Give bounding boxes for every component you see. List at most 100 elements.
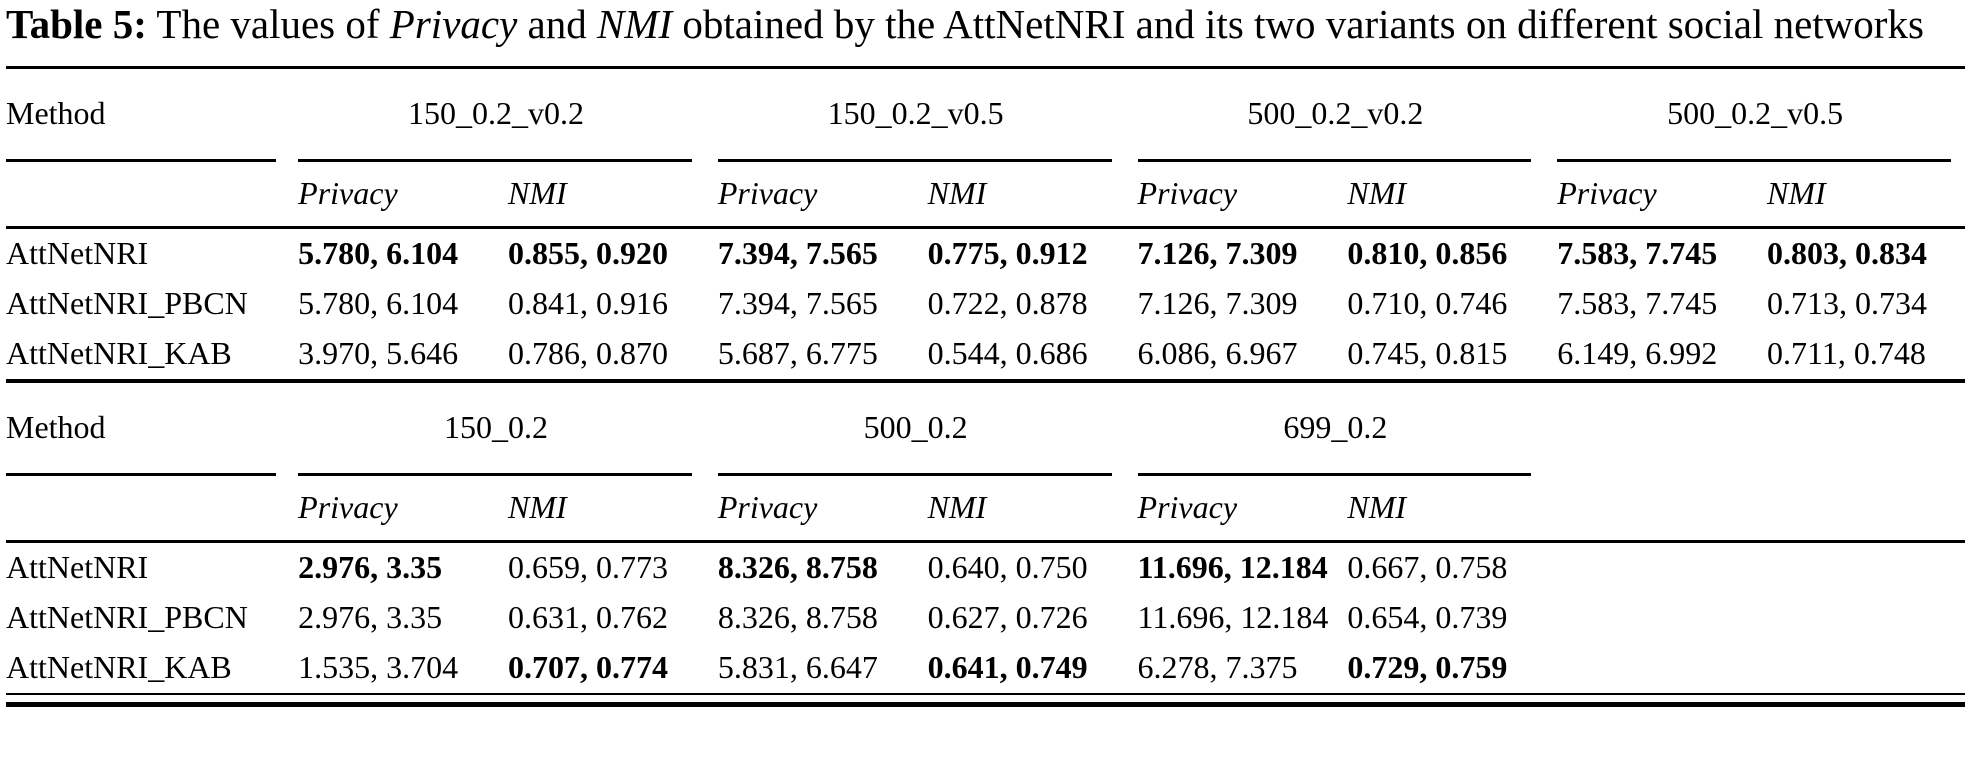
method-rule: [6, 158, 277, 162]
method-column-header: Method: [6, 95, 106, 132]
value-cell: 0.775, 0.912: [927, 235, 1088, 272]
method-rule: [6, 472, 277, 476]
value-cell: 5.687, 6.775: [717, 335, 878, 372]
subheader-privacy: Privacy: [1125, 161, 1336, 229]
subheader-privacy: Privacy: [1545, 161, 1756, 229]
group-header: 500_0.2: [863, 409, 968, 446]
results-table-top: Method 150_0.2_v0.2 150_0.2_v0.5 500_0.2…: [6, 65, 1965, 383]
value-cell: 2.976, 3.35: [298, 549, 443, 586]
group-header-row: Method 150_0.2_v0.2 150_0.2_v0.5 500_0.2…: [6, 67, 1965, 159]
method-cell: AttNetNRI_KAB: [6, 642, 287, 695]
value-cell: 8.326, 8.758: [717, 549, 878, 586]
value-cell: 6.278, 7.375: [1125, 642, 1336, 695]
table-caption: Table 5: The values of Privacy and NMI o…: [6, 1, 1965, 48]
value-cell: 7.394, 7.565: [717, 235, 878, 272]
value-cell: 0.641, 0.749: [915, 642, 1126, 695]
subheader-row: Privacy NMI Privacy NMI Privacy NMI: [6, 475, 1965, 543]
subheader-nmi: NMI: [915, 161, 1126, 229]
group-header: 500_0.2_v0.2: [1247, 95, 1424, 132]
group-header: 150_0.2: [443, 409, 548, 446]
value-cell: 7.583, 7.745: [1557, 235, 1718, 272]
value-cell: 0.803, 0.834: [1767, 235, 1928, 272]
caption-italic-nmi: NMI: [596, 1, 673, 47]
group-header: 500_0.2_v0.5: [1667, 95, 1844, 132]
value-cell: 8.326, 8.758: [717, 599, 878, 636]
subheader-privacy: Privacy: [1125, 475, 1336, 543]
results-table-bottom: Method 150_0.2 500_0.2 699_0.2 Privacy N…: [6, 383, 1965, 695]
group-rule: [298, 158, 692, 162]
group-header: 699_0.2: [1283, 409, 1388, 446]
subheader-row: Privacy NMI Privacy NMI Privacy NMI Priv…: [6, 161, 1965, 229]
group-header-empty: [1545, 383, 1965, 473]
value-cell: 0.667, 0.758: [1347, 549, 1508, 586]
method-cell: AttNetNRI: [6, 549, 149, 586]
value-cell: 1.535, 3.704: [286, 642, 496, 695]
value-cell: 0.729, 0.759: [1335, 642, 1546, 695]
subheader-privacy: Privacy: [286, 475, 496, 543]
group-rule: [1137, 472, 1532, 476]
value-cell: 0.710, 0.746: [1347, 285, 1508, 322]
value-cell: 0.544, 0.686: [927, 335, 1088, 372]
value-cell: 7.583, 7.745: [1557, 285, 1718, 322]
caption-label: Table 5:: [6, 1, 147, 47]
value-cell: 0.627, 0.726: [927, 599, 1088, 636]
value-cell: 5.780, 6.104: [298, 285, 459, 322]
group-header-row: Method 150_0.2 500_0.2 699_0.2: [6, 383, 1965, 473]
partial-rule-row: [6, 158, 1965, 162]
method-cell: AttNetNRI_KAB: [6, 335, 232, 372]
caption-italic-privacy: Privacy: [389, 1, 518, 47]
value-cell: 0.713, 0.734: [1767, 285, 1928, 322]
method-column-header: Method: [6, 409, 106, 446]
value-cell: 7.126, 7.309: [1137, 235, 1298, 272]
subheader-nmi: NMI: [915, 475, 1126, 543]
value-cell: 5.831, 6.647: [705, 642, 916, 695]
value-cell: 11.696, 12.184: [1137, 599, 1329, 636]
method-cell: AttNetNRI_PBCN: [6, 599, 248, 636]
table-row: AttNetNRI_KAB 3.970, 5.646 0.786, 0.870 …: [6, 329, 1965, 381]
subheader-nmi: NMI: [1755, 161, 1965, 229]
subheader-privacy: Privacy: [705, 475, 916, 543]
value-cell: 7.126, 7.309: [1137, 285, 1298, 322]
value-cell: 0.722, 0.878: [927, 285, 1088, 322]
method-cell: AttNetNRI: [6, 235, 149, 272]
value-cell: 0.711, 0.748: [1767, 335, 1926, 372]
method-cell: AttNetNRI_PBCN: [6, 285, 248, 322]
subheader-nmi: NMI: [495, 161, 706, 229]
value-cell: 0.654, 0.739: [1347, 599, 1508, 636]
table-bottom-rule: [6, 701, 1965, 707]
value-cell: 0.810, 0.856: [1347, 235, 1508, 272]
group-rule: [1557, 158, 1951, 162]
value-cell: 3.970, 5.646: [298, 335, 459, 372]
value-cell: 11.696, 12.184: [1137, 549, 1328, 586]
subheader-nmi: NMI: [1335, 475, 1546, 543]
group-rule: [298, 472, 692, 476]
table-row: AttNetNRI 5.780, 6.104 0.855, 0.920 7.39…: [6, 227, 1965, 279]
group-rule: [1137, 158, 1532, 162]
value-cell: 0.631, 0.762: [507, 599, 668, 636]
value-cell: 0.659, 0.773: [507, 549, 668, 586]
subheader-nmi: NMI: [495, 475, 706, 543]
group-header: 150_0.2_v0.2: [407, 95, 584, 132]
value-cell: 0.841, 0.916: [507, 285, 668, 322]
value-cell: 6.149, 6.992: [1557, 335, 1718, 372]
subheader-nmi: NMI: [1335, 161, 1546, 229]
caption-text-3: obtained by the AttNetNRI and its two va…: [672, 1, 1924, 47]
group-rule: [717, 472, 1112, 476]
value-cell: 2.976, 3.35: [298, 599, 443, 636]
caption-text-2: and: [517, 1, 597, 47]
table-row: AttNetNRI_PBCN 2.976, 3.35 0.631, 0.762 …: [6, 593, 1965, 643]
table-row: AttNetNRI 2.976, 3.35 0.659, 0.773 8.326…: [6, 541, 1965, 593]
value-cell: 6.086, 6.967: [1137, 335, 1298, 372]
table-row: AttNetNRI_KAB 1.535, 3.704 0.707, 0.774 …: [6, 642, 1965, 695]
subheader-privacy: Privacy: [705, 161, 916, 229]
subheader-privacy: Privacy: [286, 161, 496, 229]
table-row: AttNetNRI_PBCN 5.780, 6.104 0.841, 0.916…: [6, 279, 1965, 329]
group-header: 150_0.2_v0.5: [827, 95, 1004, 132]
value-cell: 0.855, 0.920: [507, 235, 668, 272]
caption-text-1: The values of: [146, 1, 390, 47]
value-cell: 5.780, 6.104: [298, 235, 459, 272]
value-cell: 0.786, 0.870: [507, 335, 668, 372]
value-cell: 0.745, 0.815: [1347, 335, 1508, 372]
value-cell: 0.707, 0.774: [495, 642, 706, 695]
